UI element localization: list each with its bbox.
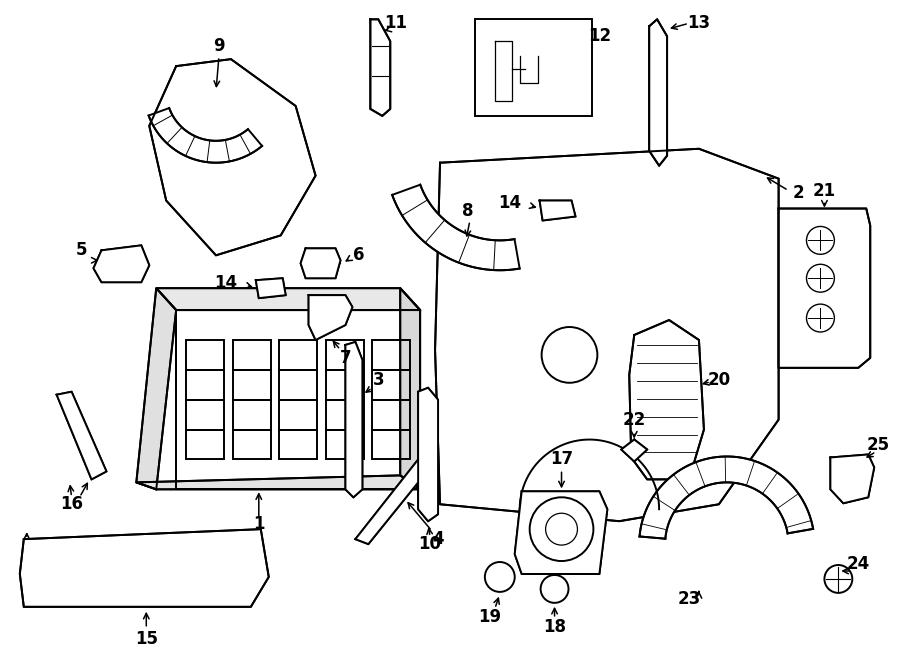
Polygon shape bbox=[94, 245, 149, 282]
Polygon shape bbox=[515, 491, 608, 574]
Text: 16: 16 bbox=[60, 495, 83, 514]
Circle shape bbox=[530, 497, 593, 561]
Polygon shape bbox=[649, 19, 667, 166]
Text: 14: 14 bbox=[499, 194, 521, 212]
Text: 20: 20 bbox=[707, 371, 731, 389]
Polygon shape bbox=[778, 208, 870, 368]
Polygon shape bbox=[370, 19, 391, 116]
Polygon shape bbox=[57, 392, 106, 479]
Text: 22: 22 bbox=[623, 410, 646, 428]
Polygon shape bbox=[301, 249, 340, 278]
Text: 1: 1 bbox=[253, 515, 265, 533]
Polygon shape bbox=[629, 320, 704, 479]
Polygon shape bbox=[831, 455, 874, 503]
Text: 17: 17 bbox=[550, 450, 573, 469]
Text: 2: 2 bbox=[793, 184, 805, 202]
Text: 24: 24 bbox=[847, 555, 870, 573]
Polygon shape bbox=[148, 108, 262, 163]
Circle shape bbox=[485, 562, 515, 592]
Circle shape bbox=[541, 575, 569, 603]
Text: 13: 13 bbox=[688, 15, 710, 32]
Polygon shape bbox=[20, 529, 269, 607]
Polygon shape bbox=[418, 388, 438, 521]
Polygon shape bbox=[640, 457, 813, 539]
Polygon shape bbox=[149, 59, 316, 255]
Text: 18: 18 bbox=[543, 618, 566, 636]
Text: 9: 9 bbox=[213, 37, 225, 56]
Text: 7: 7 bbox=[339, 349, 351, 367]
Polygon shape bbox=[621, 440, 647, 461]
Text: 19: 19 bbox=[478, 608, 501, 626]
Polygon shape bbox=[176, 310, 420, 489]
Polygon shape bbox=[346, 342, 363, 497]
Text: 21: 21 bbox=[813, 182, 836, 200]
Polygon shape bbox=[136, 288, 176, 489]
Text: 4: 4 bbox=[432, 530, 444, 548]
Text: 14: 14 bbox=[214, 274, 238, 292]
Polygon shape bbox=[309, 295, 353, 340]
Text: 11: 11 bbox=[383, 15, 407, 32]
Text: 6: 6 bbox=[353, 247, 364, 264]
Polygon shape bbox=[540, 200, 575, 221]
Polygon shape bbox=[392, 184, 519, 270]
Polygon shape bbox=[435, 149, 778, 521]
Text: 12: 12 bbox=[588, 27, 611, 45]
Text: 23: 23 bbox=[678, 590, 700, 608]
Polygon shape bbox=[400, 288, 420, 489]
Polygon shape bbox=[136, 475, 420, 489]
Polygon shape bbox=[356, 455, 435, 544]
Text: 10: 10 bbox=[418, 535, 442, 553]
Text: 15: 15 bbox=[135, 630, 158, 648]
Text: 3: 3 bbox=[373, 371, 384, 389]
Text: 25: 25 bbox=[867, 436, 890, 453]
Text: 5: 5 bbox=[76, 241, 87, 259]
Polygon shape bbox=[157, 288, 420, 310]
Bar bbox=[475, 19, 592, 116]
Text: 8: 8 bbox=[463, 202, 473, 219]
Circle shape bbox=[542, 327, 598, 383]
Polygon shape bbox=[256, 278, 285, 298]
